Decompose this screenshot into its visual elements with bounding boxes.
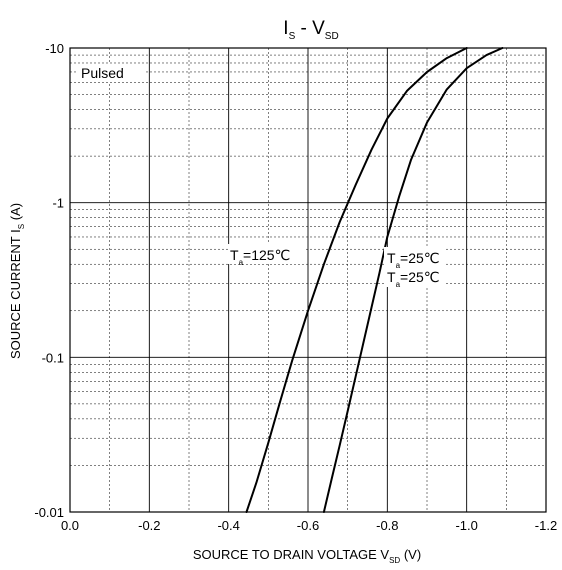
y-tick-label: -1 <box>52 196 64 211</box>
y-axis-label-subscript: S <box>17 224 26 229</box>
annotation-ta-125c-tail: =125℃ <box>243 247 290 263</box>
annotation-25c-background <box>384 247 446 287</box>
annotation-ta-125c-sub: a <box>239 258 244 267</box>
x-axis-label: SOURCE TO DRAIN VOLTAGE VSD (V) <box>193 547 421 565</box>
annotation-ta-25c-lower: Ta=25℃ <box>387 269 440 289</box>
annotation-ta-25c-upper: Ta=25℃ <box>387 250 440 270</box>
x-axis-label-tail: (V) <box>400 547 421 562</box>
x-axis-label-subscript: SD <box>389 556 400 565</box>
x-tick-labels: 0.0 -0.2 -0.4 -0.6 -0.8 -1.0 -1.2 <box>61 518 557 533</box>
y-axis-label-main: SOURCE CURRENT I <box>8 229 23 359</box>
series-line-ta-25c <box>322 47 504 513</box>
y-axis-label: SOURCE CURRENT IS (A) <box>8 203 26 359</box>
x-tick-label: 0.0 <box>61 518 79 533</box>
annotation-ta-25c-lower-sub: a <box>396 280 401 289</box>
annotation-ta-25c-upper-main: T <box>387 250 396 266</box>
y-tick-label: -10 <box>45 41 64 56</box>
x-tick-label: -0.4 <box>217 518 239 533</box>
annotation-pulsed: Pulsed <box>81 65 124 81</box>
y-tick-labels: -0.01 -0.1 -1 -10 <box>34 41 64 520</box>
x-tick-label: -0.2 <box>138 518 160 533</box>
annotation-ta-125c-main: T <box>230 247 239 263</box>
annotation-ta-25c-lower-tail: =25℃ <box>400 269 439 285</box>
x-axis-label-main: SOURCE TO DRAIN VOLTAGE V <box>193 547 390 562</box>
pulsed-label-background <box>76 64 146 82</box>
chart-title: IS - VSD <box>283 18 338 42</box>
annotation-ta-125c: Ta=125℃ <box>230 247 290 267</box>
grid-lines <box>70 48 546 512</box>
annotation-125c-background <box>228 244 304 264</box>
y-axis-label-tail: (A) <box>8 203 23 224</box>
title-subscript-1: S <box>289 31 296 42</box>
annotation-ta-25c-lower-main: T <box>387 269 396 285</box>
annotation-ta-25c-upper-sub: a <box>396 261 401 270</box>
series-line-ta-125c <box>245 47 468 513</box>
title-subscript-2: SD <box>325 31 339 42</box>
annotation-ta-25c-upper-tail: =25℃ <box>400 250 439 266</box>
x-tick-label: -0.8 <box>376 518 398 533</box>
y-tick-label: -0.1 <box>42 350 64 365</box>
y-tick-label: -0.01 <box>34 505 64 520</box>
x-tick-label: -1.0 <box>455 518 477 533</box>
title-main: I <box>283 18 288 39</box>
plot-frame <box>69 47 547 513</box>
x-tick-label: -1.2 <box>535 518 557 533</box>
annotation-pulsed-text: Pulsed <box>81 65 124 81</box>
data-series <box>245 47 504 513</box>
title-separator: - V <box>295 18 325 39</box>
x-tick-label: -0.6 <box>297 518 319 533</box>
